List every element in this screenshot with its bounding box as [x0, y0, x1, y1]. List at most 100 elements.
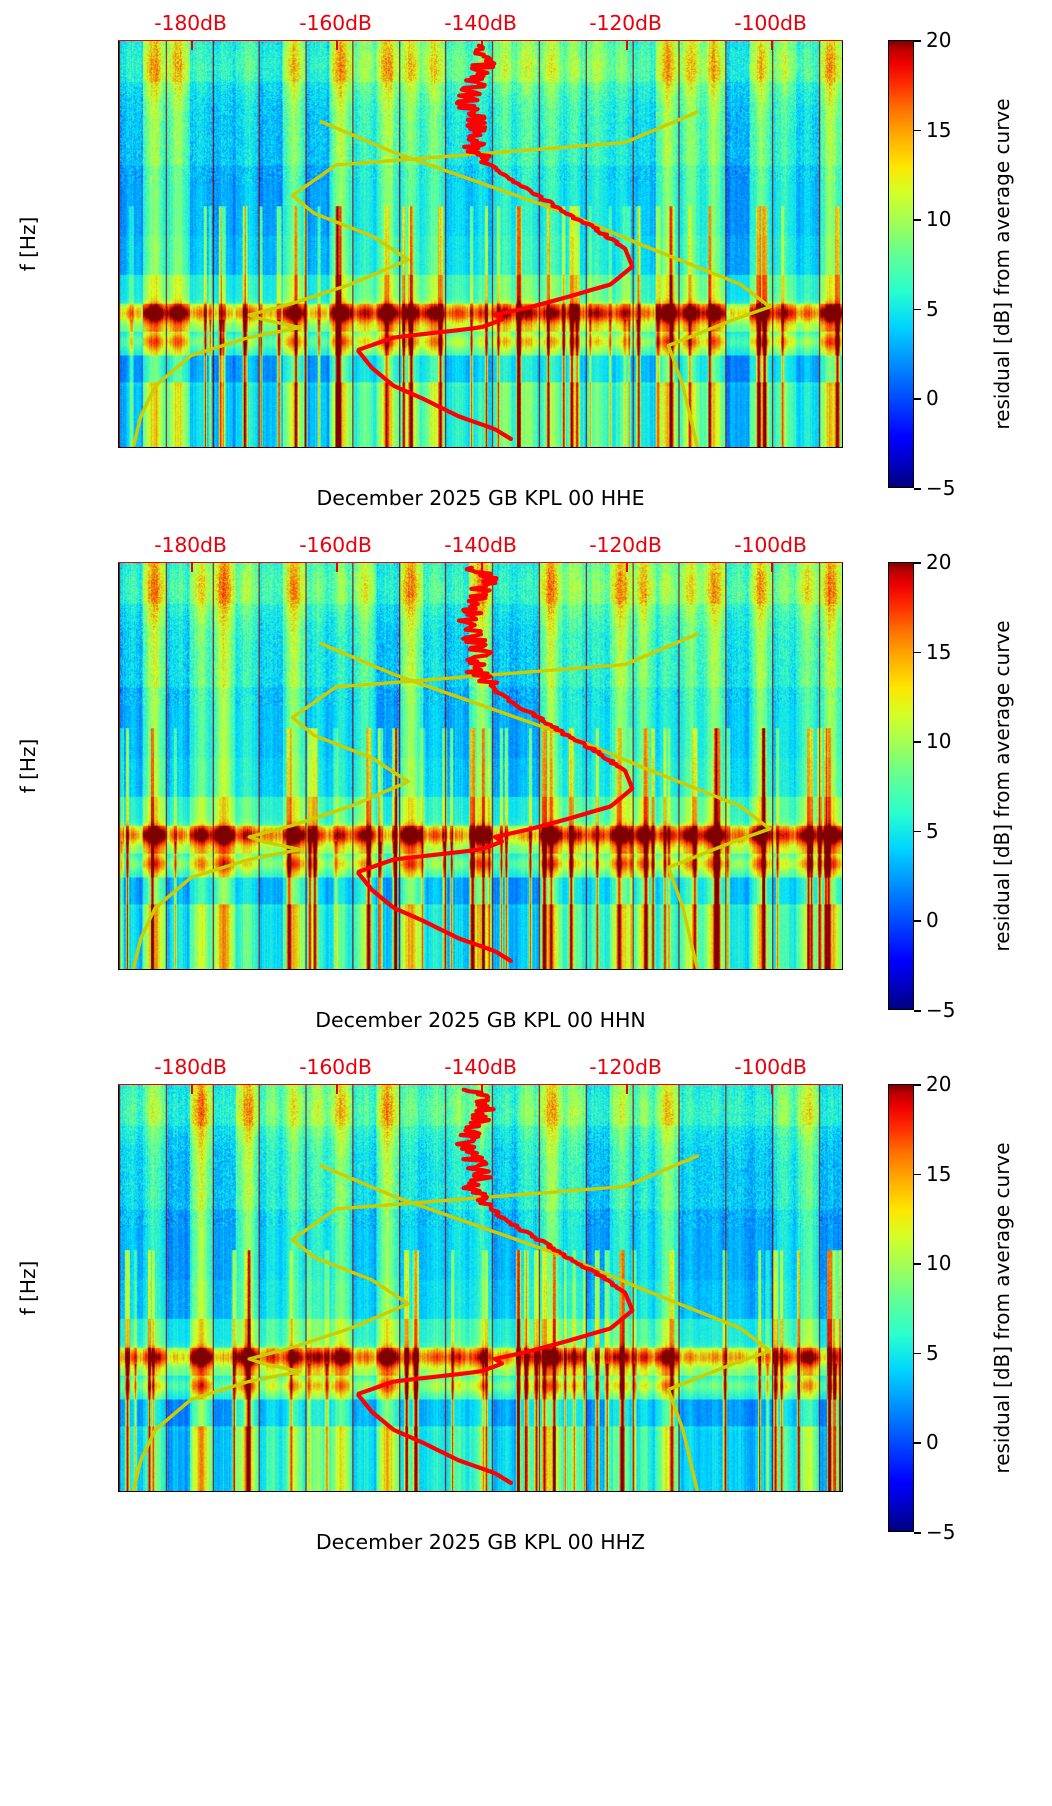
x-axis-tick: [493, 1491, 495, 1492]
colorbar-tick: [914, 308, 921, 311]
x-axis-tick: [400, 969, 402, 970]
colorbar-tick: [914, 1352, 921, 1355]
x-axis-tick: [634, 969, 636, 970]
x-axis-tick: [680, 969, 682, 970]
top-axis-tick: [335, 563, 338, 572]
y-axis-minor-tick: [118, 1432, 119, 1433]
y-axis-minor-tick: [118, 706, 119, 707]
y-axis-tick: [118, 1156, 119, 1158]
top-axis-tick: [770, 41, 773, 50]
top-axis-tick: [770, 1085, 773, 1094]
y-axis-minor-tick: [118, 1281, 119, 1282]
mean-psd-curve: [356, 1087, 635, 1486]
y-axis-minor-tick: [118, 956, 119, 957]
y-axis-minor-tick: [118, 604, 119, 605]
colorbar-tick: [914, 1010, 921, 1012]
y-axis-minor-tick: [118, 1274, 119, 1275]
y-axis-minor-tick: [118, 1197, 119, 1198]
y-axis-minor-tick: [118, 326, 119, 327]
colorbar-title: residual [dB] from average curve: [990, 1142, 1014, 1474]
top-axis-tick-label: -180dB: [154, 1055, 227, 1079]
x-axis-tick: [166, 969, 168, 970]
x-axis-tick: [680, 1491, 682, 1492]
x-axis-minor-tick: [563, 969, 565, 970]
x-axis-tick: [587, 1491, 589, 1492]
colorbar-tick: [914, 741, 921, 743]
x-axis-tick: [587, 447, 589, 448]
x-axis-tick: [119, 1491, 121, 1492]
x-axis-minor-tick: [517, 447, 519, 448]
top-axis-tick: [625, 41, 628, 50]
colorbar-tick-label: 0: [926, 908, 939, 933]
top-axis-tick: [625, 1085, 628, 1094]
y-axis-minor-tick: [118, 255, 119, 256]
y-axis-minor-tick: [118, 51, 119, 52]
y-axis-minor-tick: [118, 117, 119, 118]
y-axis-minor-tick: [118, 286, 119, 287]
y-axis-minor-tick: [118, 347, 119, 348]
colorbar-tick: [914, 1442, 921, 1444]
x-axis-minor-tick: [750, 447, 752, 448]
top-axis-tick: [625, 563, 628, 572]
x-axis-tick: [540, 1491, 542, 1492]
y-axis-minor-tick: [118, 321, 119, 322]
y-axis-tick: [118, 1462, 119, 1464]
top-axis-tick: [335, 41, 338, 50]
x-axis-tick: [259, 969, 261, 970]
top-axis-tick-label: -120dB: [589, 533, 662, 557]
y-axis-minor-tick: [118, 237, 119, 238]
x-axis-tick: [634, 447, 636, 448]
y-axis-minor-tick: [118, 563, 119, 564]
colorbar-gradient: [888, 562, 914, 1010]
spectrogram-panel: f [Hz] 10110010−110−21357911131517192123…: [0, 0, 1052, 520]
y-axis-minor-tick: [118, 434, 119, 435]
y-axis-minor-tick: [118, 428, 119, 429]
plot-area[interactable]: 10110010−110−213579111315171921232527293…: [118, 40, 843, 448]
colorbar-tick: [914, 219, 921, 221]
top-db-axis: -180dB -160dB -140dB -120dB -100dB: [118, 11, 843, 50]
colorbar-tick: [914, 1263, 921, 1265]
y-axis-label: f [Hz]: [16, 738, 40, 794]
top-axis-tick-label: -160dB: [299, 1055, 372, 1079]
top-axis-tick: [770, 563, 773, 572]
y-axis-tick: [118, 214, 119, 216]
x-axis-tick: [400, 1491, 402, 1492]
colorbar: 20 15 10 5 0 −5: [888, 550, 955, 1022]
x-axis-tick: [774, 1491, 776, 1492]
x-axis-minor-tick: [236, 969, 238, 970]
top-axis-tick-label: -120dB: [589, 11, 662, 35]
x-axis-minor-tick: [283, 447, 285, 448]
y-axis-minor-tick: [118, 854, 119, 855]
x-axis-minor-tick: [283, 969, 285, 970]
x-axis-minor-tick: [610, 1491, 612, 1492]
y-axis-minor-tick: [118, 808, 119, 809]
x-axis-tick: [353, 969, 355, 970]
x-axis-minor-tick: [329, 1491, 331, 1492]
curve-overlay: [131, 43, 772, 447]
x-axis-minor-tick: [376, 969, 378, 970]
y-axis-minor-tick: [118, 1370, 119, 1371]
x-axis-tick: [213, 447, 215, 448]
y-axis-minor-tick: [118, 332, 119, 333]
y-axis-minor-tick: [118, 1161, 119, 1162]
x-axis-minor-tick: [750, 969, 752, 970]
y-axis-minor-tick: [118, 1312, 119, 1313]
y-axis-minor-tick: [118, 843, 119, 844]
plot-area[interactable]: 10110010−110−213579111315171921232527293…: [118, 1084, 843, 1492]
plot-area[interactable]: 10110010−110−213579111315171921232527293…: [118, 562, 843, 970]
x-axis-tick: [446, 1491, 448, 1492]
top-axis-tick-label: -180dB: [154, 533, 227, 557]
y-axis-minor-tick: [118, 1401, 119, 1402]
y-axis-minor-tick: [118, 777, 119, 778]
top-axis-tick: [190, 1085, 193, 1094]
noise-model-curve-0: [131, 632, 700, 969]
top-axis-tick-label: -180dB: [154, 11, 227, 35]
top-axis-tick-label: -140dB: [444, 533, 517, 557]
colorbar-tick-label: −5: [926, 998, 956, 1022]
y-axis-minor-tick: [118, 128, 119, 129]
top-axis-tick-label: -140dB: [444, 1055, 517, 1079]
y-axis-minor-tick: [118, 135, 119, 136]
y-axis-minor-tick: [118, 950, 119, 951]
y-axis-minor-tick: [118, 1478, 119, 1479]
mean-psd-curve: [356, 43, 635, 442]
